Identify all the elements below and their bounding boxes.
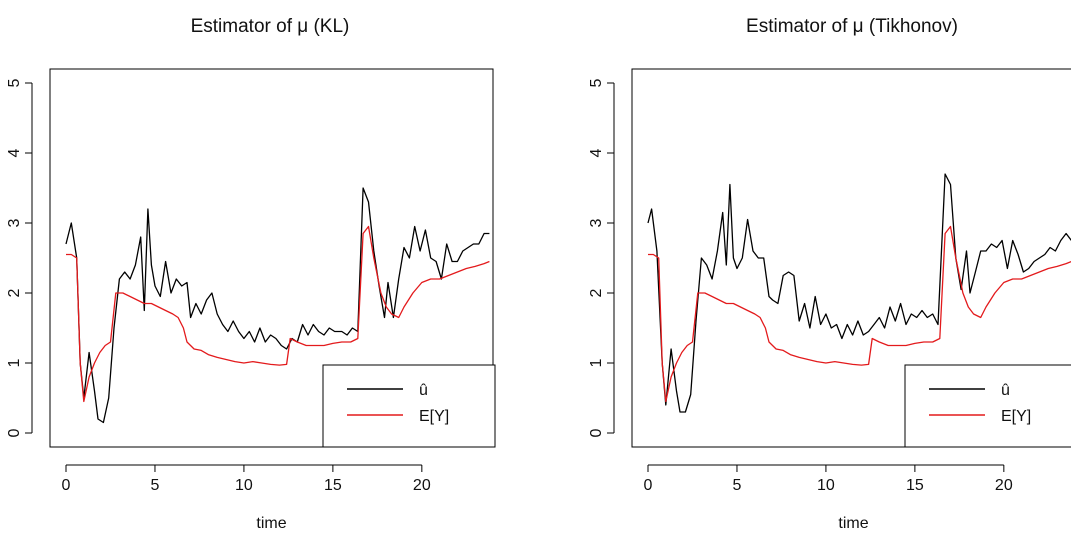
x-axis-label: time: [838, 515, 868, 532]
x-tick-label: 15: [906, 477, 924, 494]
series-line-expected: [648, 225, 1071, 403]
legend-label: û: [1001, 382, 1010, 399]
x-tick-label: 5: [151, 477, 160, 494]
chart-title: Estimator of μ (KL): [191, 16, 350, 37]
y-tick-label: 0: [6, 428, 23, 437]
x-tick-label: 0: [644, 477, 653, 494]
series-line-estimator: [647, 173, 1071, 413]
y-tick-label: 5: [588, 78, 605, 87]
y-tick-label: 1: [588, 358, 605, 367]
y-tick-label: 2: [6, 288, 23, 297]
series-line-estimator: [65, 187, 490, 424]
x-tick-label: 10: [235, 477, 253, 494]
y-tick-label: 4: [6, 148, 23, 157]
x-tick-label: 15: [324, 477, 342, 494]
y-tick-label: 4: [588, 148, 605, 157]
x-tick-label: 20: [995, 477, 1013, 494]
x-axis-label: time: [256, 515, 286, 532]
plot-frame: [49, 68, 494, 448]
y-tick-label: 0: [588, 428, 605, 437]
chart-panel-kl: Estimator of μ (KL) 0 5 10 15 20 0 1 2 3 4 5 time û E[…: [6, 16, 496, 532]
y-tick-label: 3: [6, 218, 23, 227]
y-tick-label: 5: [6, 78, 23, 87]
legend: û E[Y]: [322, 364, 496, 448]
plot-frame: [631, 68, 1071, 448]
x-tick-label: 0: [62, 477, 71, 494]
legend-label: E[Y]: [1001, 408, 1031, 425]
y-tick-label: 2: [588, 288, 605, 297]
legend-label: E[Y]: [419, 408, 449, 425]
x-tick-label: 5: [733, 477, 742, 494]
chart-title: Estimator of μ (Tikhonov): [746, 16, 958, 37]
y-tick-label: 1: [6, 358, 23, 367]
legend-box: [322, 364, 496, 448]
x-tick-label: 10: [817, 477, 835, 494]
legend: û E[Y]: [904, 364, 1071, 448]
y-tick-label: 3: [588, 218, 605, 227]
legend-box: [904, 364, 1071, 448]
legend-label: û: [419, 382, 428, 399]
series-line-expected: [66, 225, 490, 403]
chart-panel-tikhonov: Estimator of μ (Tikhonov) 0 5 10 15 20 0 1 2 3 4 5 t…: [588, 16, 1071, 532]
x-tick-label: 20: [413, 477, 431, 494]
